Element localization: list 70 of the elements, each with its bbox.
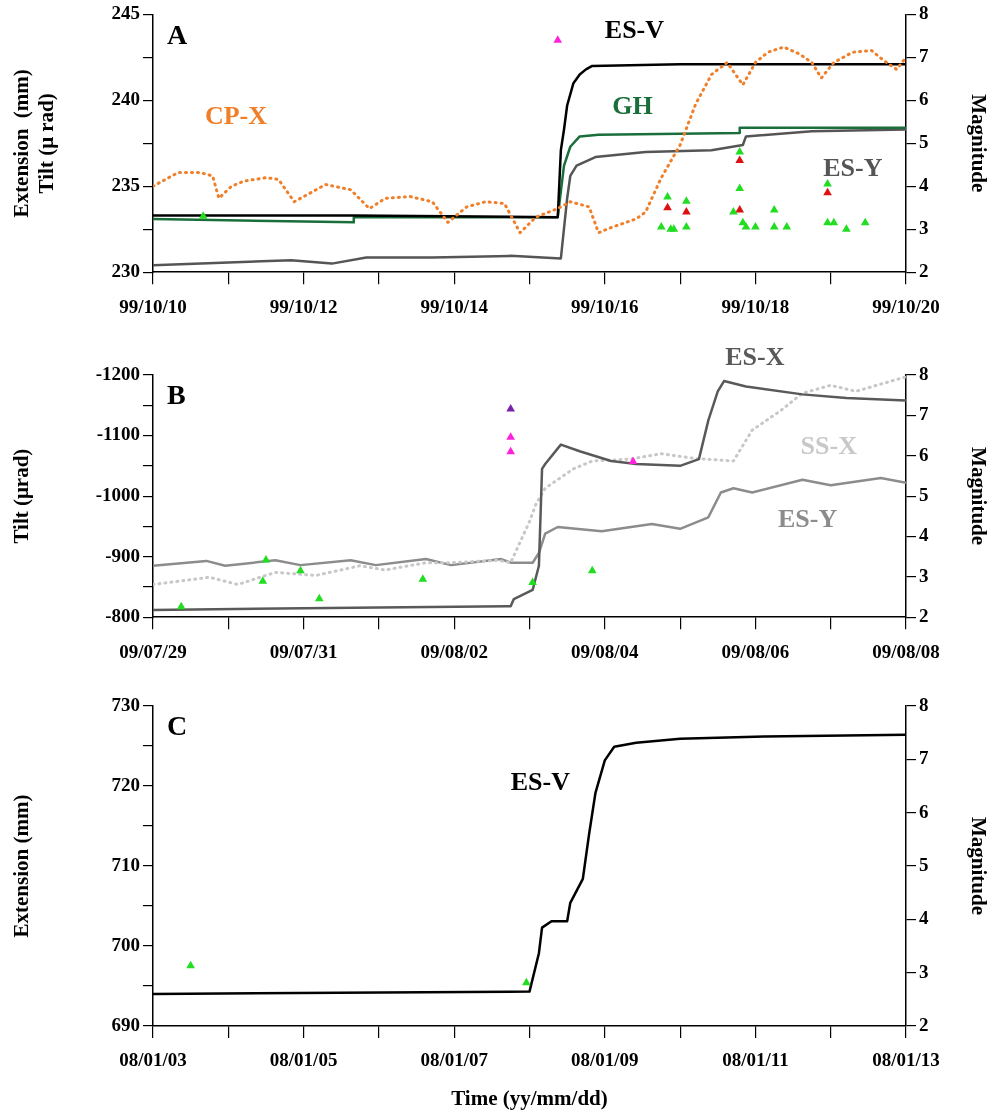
y2-tick-label: 7: [919, 747, 929, 769]
y2-tick-label: 6: [919, 800, 929, 822]
y2-tick-label: 4: [919, 174, 929, 196]
x-tick-label: 08/01/05: [269, 1049, 338, 1071]
series-label: ES-V: [510, 766, 571, 796]
x-tick-label: 08/01/09: [571, 1049, 639, 1071]
x-tick-label: 08/01/13: [872, 1049, 940, 1071]
y-tick-label: 700: [111, 933, 140, 955]
y2-tick-label: 3: [919, 564, 929, 586]
y-tick-label: 245: [111, 2, 140, 24]
y2-tick-label: 2: [919, 1013, 929, 1035]
y-tick-label: 730: [111, 693, 140, 715]
series-label: ES-X: [725, 341, 785, 371]
y2-tick-label: 7: [919, 403, 929, 425]
x-tick-label: 09/07/31: [269, 640, 338, 662]
y-axis-title: Extension (mm): [9, 794, 34, 938]
y-tick-label: -900: [105, 544, 140, 566]
series-label: ES-Y: [777, 504, 838, 534]
y-tick-label: 240: [111, 88, 140, 110]
y2-tick-label: 2: [919, 605, 929, 627]
x-tick-label: 99/10/14: [420, 295, 489, 317]
y2-tick-label: 5: [919, 131, 929, 153]
y2-axis-title: Magnitude: [966, 447, 991, 546]
x-tick-label: 99/10/12: [269, 295, 338, 317]
x-tick-label: 08/01/03: [119, 1049, 187, 1071]
series-label: CP-X: [204, 101, 268, 131]
series-label: GH: [612, 90, 653, 120]
y2-tick-label: 3: [919, 217, 929, 239]
y2-tick-label: 6: [919, 88, 929, 110]
x-tick-label: 09/08/02: [420, 640, 488, 662]
y2-tick-label: 8: [919, 362, 929, 384]
y2-axis-title: Magnitude: [966, 816, 991, 916]
y-tick-label: -800: [105, 605, 140, 627]
y-tick-label: -1000: [95, 484, 140, 506]
y2-tick-label: 2: [919, 260, 929, 282]
y2-tick-label: 8: [919, 2, 929, 24]
y2-tick-label: 4: [919, 524, 929, 546]
y2-tick-label: 3: [919, 960, 929, 982]
x-tick-label: 99/10/18: [721, 295, 790, 317]
x-tick-label: 08/01/07: [420, 1049, 489, 1071]
y2-tick-label: 8: [919, 693, 929, 715]
y-tick-label: -1100: [96, 423, 140, 445]
y-tick-label: -1200: [95, 362, 140, 384]
annotation: B: [167, 379, 186, 411]
annotation: A: [167, 18, 188, 50]
y-tick-label: 690: [111, 1013, 140, 1035]
y2-axis-title: Magnitude: [966, 94, 991, 193]
y-tick-label: 230: [111, 260, 140, 282]
x-tick-label: 99/10/10: [119, 295, 187, 317]
x-tick-label: 08/01/11: [722, 1049, 789, 1071]
y2-tick-label: 7: [919, 45, 929, 67]
y2-tick-label: 6: [919, 443, 929, 465]
y-tick-label: 235: [111, 174, 140, 196]
x-tick-label: 09/08/04: [571, 640, 640, 662]
y-tick-label: 720: [111, 773, 140, 795]
y-axis-title: Extension (mm) Tilt (μ rad): [9, 69, 59, 218]
y2-tick-label: 4: [919, 907, 929, 929]
y2-tick-label: 5: [919, 484, 929, 506]
x-tick-label: 99/10/20: [872, 295, 940, 317]
x-tick-label: 09/08/06: [721, 640, 790, 662]
series-label: ES-V: [604, 14, 665, 44]
y-axis-title: Tilt (μrad): [9, 448, 34, 544]
y2-tick-label: 5: [919, 853, 929, 875]
series-label: ES-Y: [823, 152, 883, 182]
x-tick-label: 09/08/08: [872, 640, 940, 662]
x-tick-label: 09/07/29: [119, 640, 187, 662]
x-axis-title: Time (yy/mm/dd): [451, 1085, 608, 1110]
annotation: C: [167, 710, 188, 742]
y-tick-label: 710: [111, 853, 140, 875]
x-tick-label: 99/10/16: [571, 295, 639, 317]
